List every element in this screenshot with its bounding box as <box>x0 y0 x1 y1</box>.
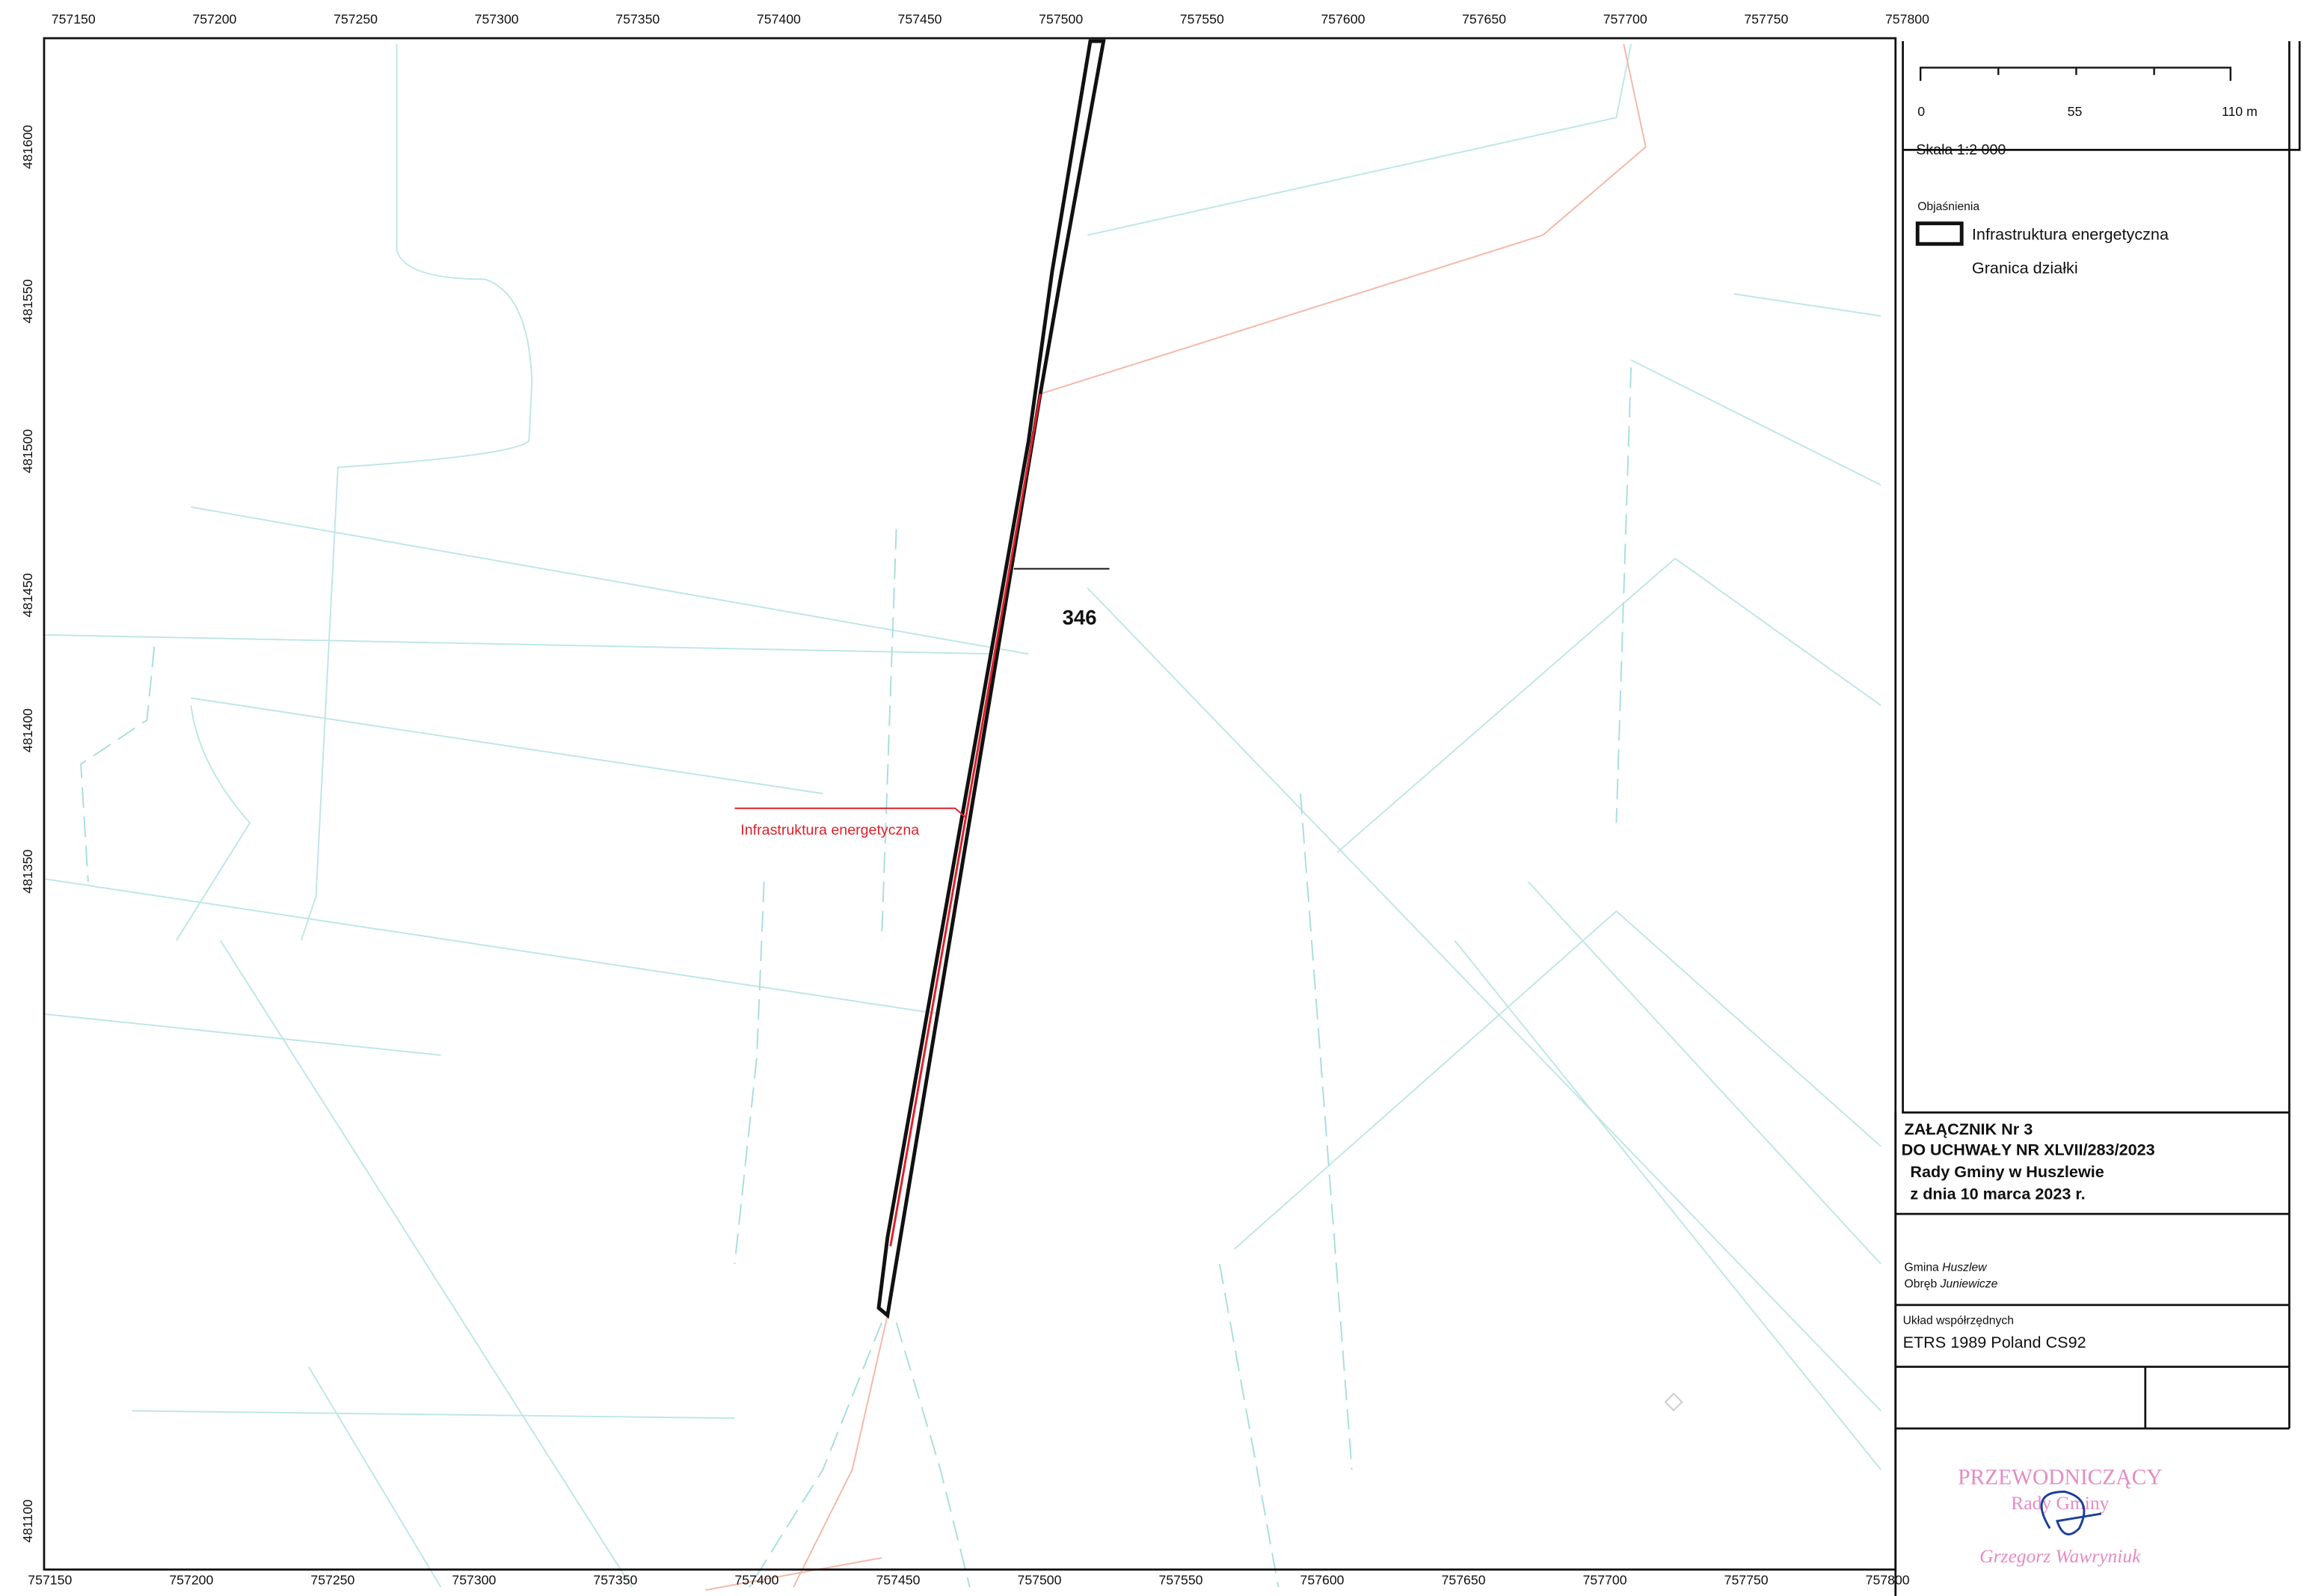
coord-label: 757500 <box>1039 11 1083 26</box>
legend-swatch <box>1915 221 1964 246</box>
coord-label: 481550 <box>20 279 35 323</box>
coord-label: 757250 <box>310 1572 354 1587</box>
coord-label: 757550 <box>1180 11 1224 26</box>
scale-bar <box>1919 67 2231 82</box>
value: Juniewicze <box>1940 1277 1998 1290</box>
energy-line <box>889 393 1042 1247</box>
parcel-lines <box>43 43 1881 1592</box>
coord-label: 757650 <box>1462 11 1506 26</box>
parcel-number: 346 <box>1063 606 1097 629</box>
crs: ETRS 1989 Poland CS92 <box>1903 1333 2086 1351</box>
stamp-line: PRZEWODNICZĄCY <box>1958 1466 2162 1490</box>
coord-label: 757700 <box>1583 1572 1627 1587</box>
legend-title: Objaśnienia <box>1917 200 1979 213</box>
stamp-line: Grzegorz Wawryniuk <box>1979 1545 2141 1567</box>
coord-label: 481450 <box>20 573 35 617</box>
coord-label: 481500 <box>20 429 35 473</box>
coord-label: 481350 <box>20 850 35 894</box>
label: Gmina <box>1905 1262 1940 1274</box>
stamp-line: Rady Gminy <box>2011 1492 2109 1514</box>
coord-label: 757150 <box>28 1572 72 1587</box>
gmina: Gmina Huszlew <box>1905 1262 1988 1274</box>
title-line: ZAŁĄCZNIK Nr 3 <box>1905 1120 2033 1138</box>
coord-label: 757350 <box>615 11 660 26</box>
symbol <box>1664 1393 1683 1412</box>
coord-label: 757350 <box>593 1572 637 1587</box>
title-line: DO UCHWAŁY NR XLVII/283/2023 <box>1902 1140 2155 1158</box>
coord-label: 757800 <box>1885 11 1929 26</box>
map-frame <box>43 37 1897 1571</box>
coord-label: 757600 <box>1300 1572 1345 1587</box>
value: Huszlew <box>1942 1262 1988 1274</box>
coord-label: 757800 <box>1866 1572 1910 1587</box>
legend-item: Granica działki <box>1972 258 2078 277</box>
coord-label: 757650 <box>1442 1572 1486 1587</box>
crs-label: Układ współrzędnych <box>1903 1314 2014 1327</box>
scale-tick: 55 <box>2068 104 2083 119</box>
label: Obręb <box>1905 1277 1938 1290</box>
coord-label: 757500 <box>1017 1572 1061 1587</box>
coord-label: 757700 <box>1603 11 1647 26</box>
coord-label: 757750 <box>1724 1572 1769 1587</box>
legend-item: Infrastruktura energetyczna <box>1972 224 2169 243</box>
coord-label: 757450 <box>898 11 942 26</box>
coord-label: 757200 <box>192 11 236 26</box>
coord-label: 757400 <box>757 11 801 26</box>
coord-label: 757300 <box>452 1572 496 1587</box>
obreb: Obręb Juniewicze <box>1905 1277 1998 1290</box>
coord-label: 757200 <box>169 1572 213 1587</box>
line-label: Infrastruktura energetyczna <box>740 822 919 838</box>
coord-label: 481600 <box>20 125 35 169</box>
coord-label: 757450 <box>876 1572 920 1587</box>
scale-tick: 110 m <box>2222 104 2258 119</box>
coord-label: 481100 <box>20 1500 35 1543</box>
title-line: z dnia 10 marca 2023 r. <box>1910 1184 2085 1203</box>
coord-label: 757600 <box>1321 11 1365 26</box>
scale-tick: 0 <box>1917 104 1925 119</box>
coord-label: 757150 <box>52 11 96 26</box>
coord-label: 757400 <box>734 1572 778 1587</box>
scale-text: Skala 1:2 000 <box>1916 141 2006 158</box>
coord-label: 757750 <box>1744 11 1788 26</box>
title-line: Rady Gminy w Huszlewie <box>1910 1162 2104 1181</box>
energy-infrastructure <box>876 39 1106 1319</box>
signature <box>2040 1491 2102 1535</box>
coord-label: 481400 <box>20 708 35 752</box>
coord-label: 757300 <box>475 11 519 26</box>
coord-label: 757550 <box>1159 1572 1203 1587</box>
leader-line <box>734 807 966 818</box>
coord-label: 757250 <box>334 11 378 26</box>
